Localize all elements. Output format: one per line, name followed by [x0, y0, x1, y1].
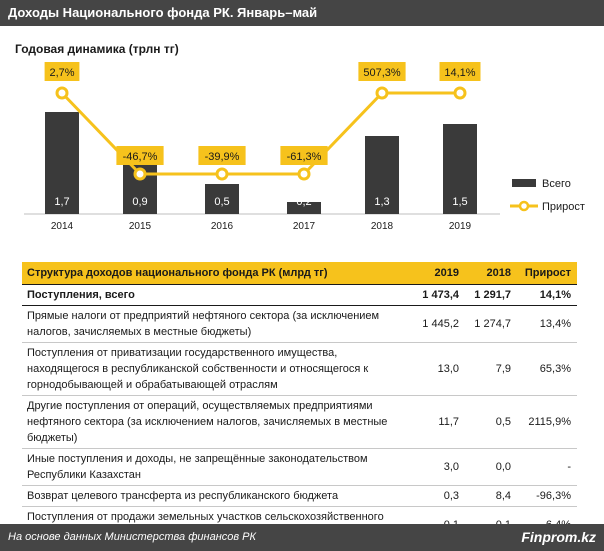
row-value-2019: 1 473,4 — [400, 284, 465, 306]
row-value-2019: 3,0 — [400, 448, 465, 486]
row-growth: -96,3% — [517, 485, 577, 507]
row-value-2019: 11,7 — [400, 395, 465, 449]
row-growth: 2115,9% — [517, 395, 577, 449]
bar-label-2015: 0,9 — [132, 196, 147, 208]
row-value-2018: 8,4 — [465, 485, 517, 507]
growth-point-2019 — [453, 86, 467, 100]
row-value-2018: 7,9 — [465, 342, 517, 396]
bar-total-2018 — [365, 136, 399, 214]
row-growth: 13,4% — [517, 305, 577, 343]
revenue-structure-table: Структура доходов национального фонда РК… — [22, 262, 577, 544]
row-growth: 14,1% — [517, 284, 577, 306]
bar-label-2014: 1,7 — [54, 196, 69, 208]
bar-total-2019 — [443, 124, 477, 214]
growth-label-2015: -46,7% — [123, 151, 158, 163]
x-tick-label-2017: 2017 — [293, 221, 316, 232]
legend-label-growth: Прирост — [542, 201, 585, 213]
row-value-2019: 0,3 — [400, 485, 465, 507]
row-label: Возврат целевого трансферта из республик… — [22, 485, 400, 507]
row-label: Поступления, всего — [22, 284, 400, 306]
x-tick-label-2018: 2018 — [371, 221, 394, 232]
table-header-row: Структура доходов национального фонда РК… — [22, 262, 577, 285]
table-header-2018: 2018 — [465, 262, 517, 285]
growth-point-2015 — [133, 167, 147, 181]
chart: 1,7 0,9 0,5 0,2 1,3 1,5 2014 2015 2016 2017 2018 20… — [24, 62, 585, 232]
growth-point-2017 — [297, 167, 311, 181]
footer-source: На основе данных Министерства финансов Р… — [8, 531, 256, 543]
revenue-structure-table-wrap: Структура доходов национального фонда РК… — [22, 262, 577, 544]
bar-label-2018: 1,3 — [374, 196, 389, 208]
row-value-2018: 0,5 — [465, 395, 517, 449]
growth-label-bg-2014 — [44, 62, 80, 81]
row-growth: - — [517, 448, 577, 486]
growth-label-2016: -39,9% — [205, 151, 240, 163]
bar-label-2019: 1,5 — [452, 196, 467, 208]
bar-label-2017: 0,2 — [296, 196, 311, 208]
table-header-growth: Прирост — [517, 262, 577, 285]
growth-point-2016 — [215, 167, 229, 181]
bar-total-2016 — [205, 184, 239, 214]
row-label: Другие поступления от операций, осуществ… — [22, 395, 400, 449]
legend-label-total: Всего — [542, 178, 571, 190]
table-row: Поступления от приватизации государствен… — [22, 342, 577, 396]
row-label: Иные поступления и доходы, не запрещённы… — [22, 448, 400, 486]
legend-swatch-total — [512, 179, 536, 187]
chart-subtitle: Годовая динамика (трлн тг) — [15, 42, 179, 56]
growth-label-bg-2018 — [358, 62, 406, 81]
brand-logo[interactable]: Finprom.kz — [521, 529, 596, 545]
row-value-2019: 13,0 — [400, 342, 465, 396]
row-value-2018: 1 274,7 — [465, 305, 517, 343]
legend-swatch-growth-marker — [518, 200, 530, 212]
row-growth: 65,3% — [517, 342, 577, 396]
growth-point-2018 — [375, 86, 389, 100]
bar-total-2017 — [287, 202, 321, 214]
growth-label-2018: 507,3% — [363, 67, 401, 79]
growth-label-2014: 2,7% — [49, 67, 74, 79]
row-value-2018: 1 291,7 — [465, 284, 517, 306]
growth-label-bg-2017 — [280, 146, 328, 165]
growth-label-2019: 14,1% — [444, 67, 475, 79]
x-tick-label-2014: 2014 — [51, 221, 74, 232]
table-row: Возврат целевого трансферта из республик… — [22, 485, 577, 507]
table-row: Прямые налоги от предприятий нефтяного с… — [22, 305, 577, 343]
row-value-2018: 0,0 — [465, 448, 517, 486]
table-row: Иные поступления и доходы, не запрещённы… — [22, 448, 577, 486]
table-row-total: Поступления, всего 1 473,4 1 291,7 14,1% — [22, 284, 577, 306]
x-tick-label-2016: 2016 — [211, 221, 234, 232]
table-row: Другие поступления от операций, осуществ… — [22, 395, 577, 449]
table-header-label: Структура доходов национального фонда РК… — [22, 262, 400, 285]
x-tick-label-2015: 2015 — [129, 221, 152, 232]
row-label: Прямые налоги от предприятий нефтяного с… — [22, 305, 400, 343]
growth-label-2017: -61,3% — [287, 151, 322, 163]
bar-total-2014 — [45, 112, 79, 214]
growth-label-bg-2019 — [439, 62, 481, 81]
growth-label-bg-2016 — [198, 146, 246, 165]
page-title: Доходы Национального фонда РК. Январь–ма… — [8, 5, 318, 20]
header-bar: Доходы Национального фонда РК. Январь–ма… — [0, 0, 604, 26]
row-value-2019: 1 445,2 — [400, 305, 465, 343]
table-header-2019: 2019 — [400, 262, 465, 285]
growth-point-2014 — [55, 86, 69, 100]
bar-label-2016: 0,5 — [214, 196, 229, 208]
row-label: Поступления от приватизации государствен… — [22, 342, 400, 396]
footer-bar: На основе данных Министерства финансов Р… — [0, 524, 604, 551]
x-tick-label-2019: 2019 — [449, 221, 472, 232]
growth-label-bg-2015 — [116, 146, 164, 165]
